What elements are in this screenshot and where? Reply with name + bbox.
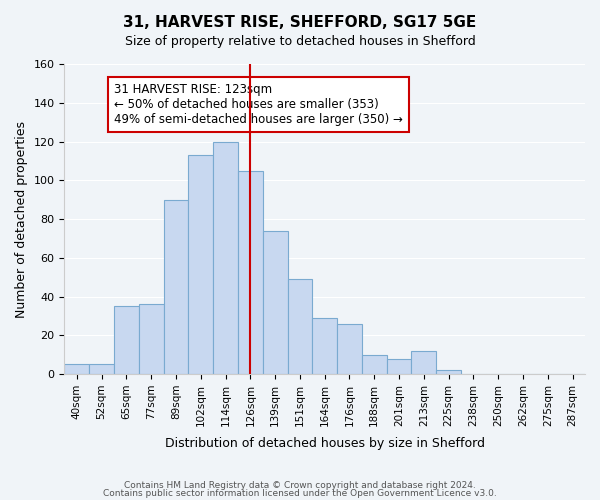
Bar	[412, 351, 436, 374]
Bar	[436, 370, 461, 374]
Bar	[114, 306, 139, 374]
Bar	[89, 364, 114, 374]
Bar	[313, 318, 337, 374]
Bar	[337, 324, 362, 374]
Bar	[188, 155, 213, 374]
Bar	[238, 170, 263, 374]
Text: 31 HARVEST RISE: 123sqm
← 50% of detached houses are smaller (353)
49% of semi-d: 31 HARVEST RISE: 123sqm ← 50% of detache…	[114, 84, 403, 126]
Text: Contains HM Land Registry data © Crown copyright and database right 2024.: Contains HM Land Registry data © Crown c…	[124, 481, 476, 490]
Text: 31, HARVEST RISE, SHEFFORD, SG17 5GE: 31, HARVEST RISE, SHEFFORD, SG17 5GE	[124, 15, 476, 30]
Bar	[139, 304, 164, 374]
X-axis label: Distribution of detached houses by size in Shefford: Distribution of detached houses by size …	[165, 437, 485, 450]
Bar	[64, 364, 89, 374]
Bar	[362, 354, 386, 374]
Text: Contains public sector information licensed under the Open Government Licence v3: Contains public sector information licen…	[103, 488, 497, 498]
Bar	[213, 142, 238, 374]
Bar	[386, 358, 412, 374]
Y-axis label: Number of detached properties: Number of detached properties	[15, 120, 28, 318]
Text: Size of property relative to detached houses in Shefford: Size of property relative to detached ho…	[125, 35, 475, 48]
Bar	[263, 230, 287, 374]
Bar	[287, 279, 313, 374]
Bar	[164, 200, 188, 374]
